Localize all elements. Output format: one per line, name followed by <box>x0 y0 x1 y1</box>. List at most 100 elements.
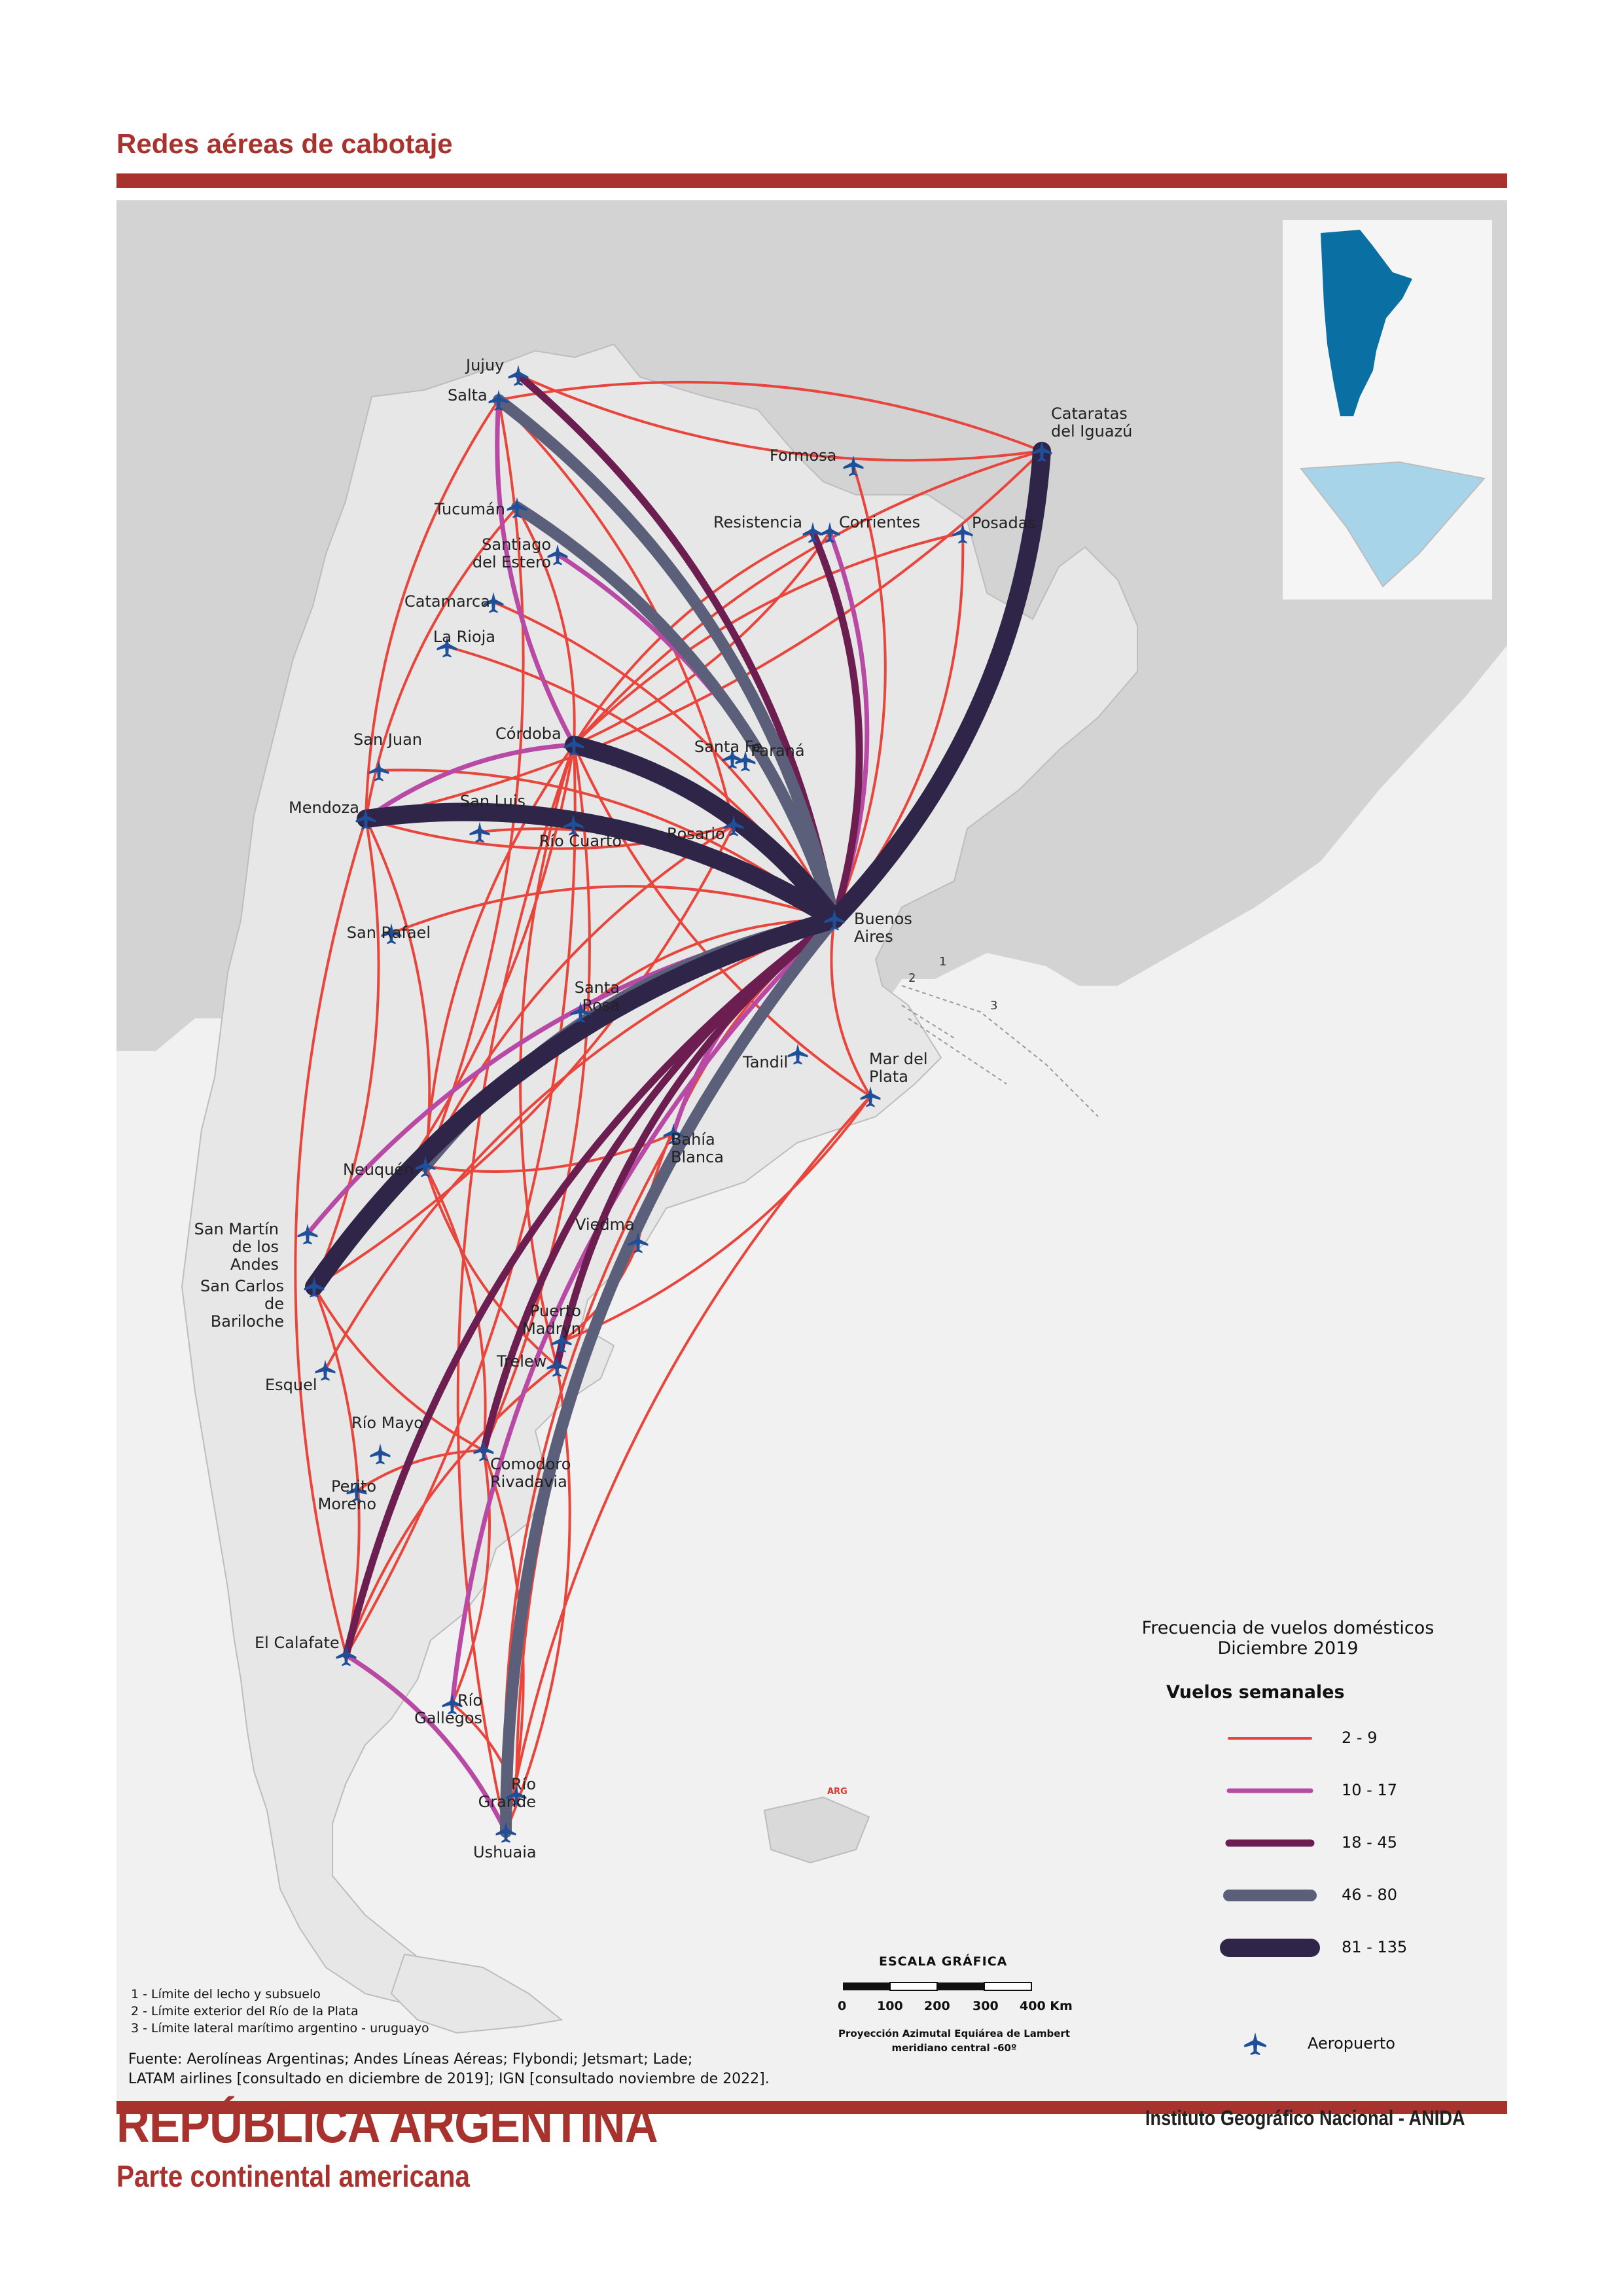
airport-icon-ushuaia <box>495 1821 516 1843</box>
country-title: REPÚBLICA ARGENTINA <box>116 2095 658 2153</box>
city-label-santarosa: Santa Rosa <box>574 978 620 1014</box>
airport-icon-cordoba <box>563 734 584 756</box>
route-trelew-calafate <box>345 1365 558 1657</box>
route-rosario-neuquen <box>424 824 735 1168</box>
route-comodoro-peritomoreno <box>355 1449 485 1492</box>
city-label-neuquen: Neuquén <box>343 1160 414 1179</box>
airport-icon-jujuy <box>508 365 529 386</box>
airport-icon-mendoza <box>355 808 376 830</box>
city-label-riogallegos: Río Gallegos <box>414 1691 482 1727</box>
route-rosario-bariloche <box>313 824 735 1288</box>
route-bsas-cataratas <box>825 442 1051 929</box>
city-label-cataratas: Cataratas del Iguazú <box>1051 404 1133 440</box>
airport-icon-calafate <box>336 1645 357 1666</box>
legend-class-label-2: 18 - 45 <box>1342 1833 1397 1852</box>
airport-icon-madryn <box>551 1331 572 1353</box>
boundary-notes: 1 - Límite del lecho y subsuelo 2 - Lími… <box>131 1987 429 2036</box>
route-calafate-ushuaia <box>344 1653 508 1835</box>
city-label-madryn: Puerto Madryn <box>522 1302 581 1338</box>
city-label-esquel: Esquel <box>265 1376 317 1394</box>
route-bsas-salta <box>493 394 840 925</box>
projection-note: Proyección Azimutal Equiárea de Lambert … <box>838 2028 1070 2054</box>
route-bsas-esquel <box>324 918 836 1371</box>
city-label-santiago: Santiago del Estero <box>472 535 551 571</box>
page-title: Redes aéreas de cabotaje <box>116 128 453 159</box>
arg-label: ARG <box>827 1787 847 1797</box>
scale-tick-0: 0 <box>838 1999 847 2013</box>
route-bsas-resistencia <box>809 528 863 924</box>
city-label-sanrafael: San Rafael <box>346 924 431 942</box>
boundary-label-1: 1 <box>939 955 947 969</box>
legend-heading: Vuelos semanales <box>1166 1682 1345 1702</box>
airport-icon-riocuarto <box>563 814 584 836</box>
legend-title: Frecuencia de vuelos domésticos Diciembr… <box>1141 1618 1435 1659</box>
city-label-santafe: Santa Fe <box>694 738 762 756</box>
airport-icon-riomayo <box>370 1443 391 1465</box>
city-label-bariloche: San Carlos de Bariloche <box>200 1277 284 1331</box>
airport-icon-trelew <box>546 1355 567 1377</box>
route-salta-cataratas <box>497 380 1043 452</box>
route-mardelplata-madryn <box>560 1095 872 1343</box>
legend-lines <box>1220 1737 1320 2055</box>
airport-icon-posadas <box>952 522 973 544</box>
legend-class-label-1: 10 - 17 <box>1342 1781 1397 1799</box>
malvinas <box>763 1796 870 1864</box>
route-bsas-comodoro <box>480 916 838 1454</box>
route-cordoba-calafate <box>345 744 577 1657</box>
route-bsas-cordoba <box>565 736 844 929</box>
route-bsas-sanrafael <box>390 885 836 935</box>
airport-icon-sanmartin <box>297 1223 318 1245</box>
route-mendoza-bariloche <box>313 817 380 1288</box>
airport-icon-rosario <box>723 815 744 836</box>
route-bsas-mardelplata <box>830 918 872 1098</box>
legend-class-label-3: 46 - 80 <box>1342 1886 1397 1904</box>
route-bsas-tucuman <box>511 501 840 925</box>
legend-class-label-4: 81 - 135 <box>1342 1938 1408 1956</box>
route-jujuy-cataratas <box>517 374 1043 462</box>
route-corrientes-cordoba <box>573 531 831 746</box>
route-bsas-bariloche <box>305 910 844 1296</box>
airport-icon-catamarca <box>483 592 504 613</box>
airport-icon-mardelplata <box>860 1086 881 1107</box>
route-neuquen-comodoro <box>424 1165 487 1452</box>
airport-icon-tucuman <box>507 497 527 518</box>
route-rosario-mendoza <box>365 817 735 850</box>
city-label-catamarca: Catamarca <box>404 592 490 611</box>
airport-icon-esquel <box>315 1359 336 1381</box>
map-svg <box>116 200 1507 2055</box>
boundary-label-2: 2 <box>908 971 916 985</box>
airport-icon-larioja <box>437 636 457 658</box>
airport-icon-santarosa <box>570 1001 591 1023</box>
route-bsas-catamarca <box>492 601 836 921</box>
airport-icon-cataratas <box>1031 440 1052 462</box>
city-label-posadas: Posadas <box>972 514 1036 532</box>
scale-title: ESCALA GRÁFICA <box>879 1954 1008 1969</box>
airport-icon-bahiablanca <box>663 1123 684 1145</box>
airport-icon-corrientes <box>819 522 840 543</box>
city-label-cordoba: Córdoba <box>495 725 562 743</box>
city-label-rosario: Rosario <box>667 825 725 843</box>
airport-icon-sanluis <box>469 821 490 843</box>
route-cordoba-ushuaia <box>456 744 575 1833</box>
route-mendoza-cordoba <box>363 742 577 821</box>
city-label-corrientes: Corrientes <box>839 513 921 531</box>
route-cordoba-comodoro <box>482 744 591 1452</box>
airport-icon-riogrande <box>506 1785 527 1806</box>
institute-name: Instituto Geográfico Nacional - ANIDA <box>1145 2106 1465 2130</box>
airport-icon-resistencia <box>802 522 823 543</box>
airport-icon-parana <box>735 750 756 772</box>
airport-icon-santafe <box>722 747 743 769</box>
airport-icon-neuquen <box>415 1156 436 1177</box>
route-cordoba-tucuman <box>516 506 576 746</box>
airport-icon-santiago <box>547 544 568 565</box>
city-label-riocuarto: Río Cuarto <box>539 832 622 850</box>
airport-icon-salta <box>488 389 509 411</box>
airport-icon-viedma <box>628 1232 649 1253</box>
scale-tick-400: 400 Km <box>1020 1999 1073 2013</box>
route-mendoza-cataratas <box>365 450 1043 820</box>
route-mendoza-neuquen <box>365 817 431 1168</box>
legend-airport-icon <box>1244 2032 1266 2055</box>
city-label-formosa: Formosa <box>770 446 837 465</box>
legend-airport-label: Aeropuerto <box>1308 2034 1395 2053</box>
city-label-sanmartin: San Martín de los Andes <box>194 1220 279 1274</box>
